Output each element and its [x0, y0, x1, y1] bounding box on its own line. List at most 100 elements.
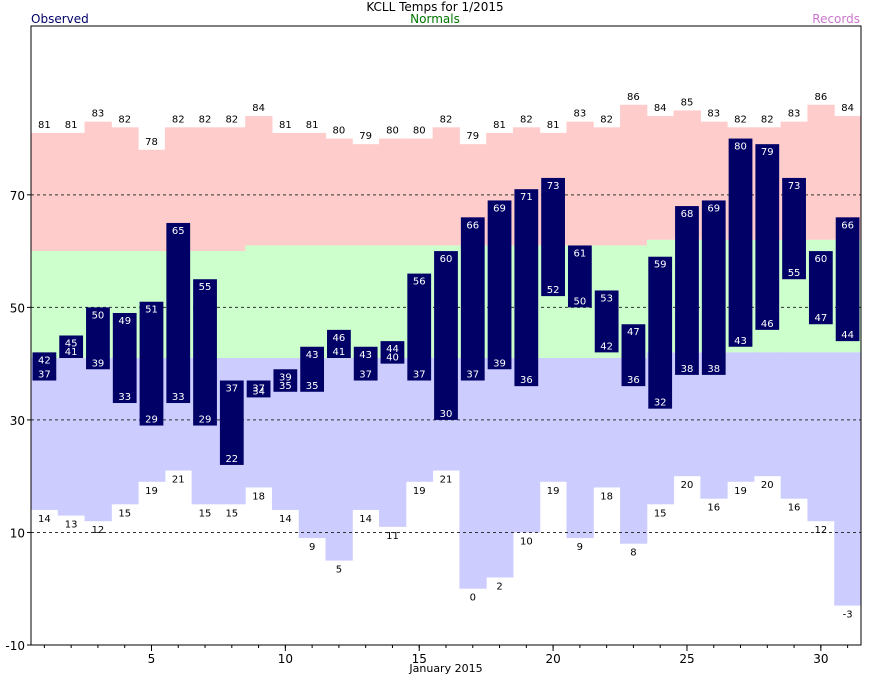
observed-low-label: 33	[172, 392, 185, 403]
y-tick-label: 10	[10, 526, 25, 540]
record-high-label: 82	[225, 114, 238, 125]
observed-bar	[32, 352, 57, 381]
record-low-label: 19	[547, 486, 560, 497]
observed-high-label: 43	[306, 350, 319, 361]
normal-band	[298, 245, 327, 359]
record-high-label: 82	[734, 114, 747, 125]
observed-low-label: 35	[306, 381, 319, 392]
observed-high-label: 73	[788, 181, 801, 192]
observed-high-label: 51	[145, 305, 158, 316]
observed-bar	[594, 290, 619, 353]
observed-low-label: 30	[440, 409, 453, 420]
observed-high-label: 47	[627, 327, 640, 338]
record-high-band	[298, 132, 327, 246]
y-tick-label: 30	[10, 414, 25, 428]
observed-low-label: 37	[466, 370, 479, 381]
record-high-label: 85	[681, 97, 694, 108]
record-high-label: 80	[386, 126, 399, 137]
record-high-band	[111, 127, 139, 252]
observed-bar	[808, 251, 833, 325]
observed-low-label: 38	[707, 364, 720, 375]
record-low-label: 15	[118, 508, 131, 519]
record-high-band	[432, 127, 460, 246]
record-low-label: 9	[309, 542, 315, 553]
record-high-band	[218, 127, 246, 252]
observed-high-label: 50	[92, 310, 105, 321]
record-high-band	[325, 138, 353, 246]
observed-bar	[300, 346, 325, 392]
record-low-label: 19	[413, 486, 426, 497]
observed-bar	[728, 138, 753, 347]
observed-low-label: 39	[493, 358, 506, 369]
record-low-band	[84, 358, 112, 522]
observed-high-label: 42	[38, 355, 51, 366]
record-low-label: 20	[761, 480, 774, 491]
observed-high-label: 80	[734, 142, 747, 153]
observed-bar	[621, 324, 646, 387]
record-high-band	[807, 104, 835, 240]
record-high-label: 82	[172, 114, 185, 125]
observed-high-label: 69	[707, 203, 720, 214]
record-low-band	[459, 358, 487, 589]
x-tick-label: 5	[148, 652, 156, 666]
x-tick-label: 20	[545, 652, 560, 666]
observed-high-label: 49	[118, 316, 131, 327]
observed-bar	[59, 335, 84, 359]
record-low-band	[57, 358, 86, 516]
record-low-band	[593, 358, 621, 488]
record-low-label: 15	[225, 508, 238, 519]
x-tick-label: 30	[813, 652, 828, 666]
record-high-label: 78	[145, 137, 158, 148]
record-low-label: 14	[38, 514, 51, 525]
observed-bar	[835, 217, 860, 342]
record-high-label: 79	[466, 131, 479, 142]
record-high-band	[566, 121, 594, 246]
record-low-band	[700, 352, 728, 499]
record-high-band	[271, 132, 300, 246]
record-high-label: 81	[547, 120, 560, 131]
observed-low-label: 52	[547, 285, 560, 296]
record-high-label: 82	[520, 114, 533, 125]
observed-high-label: 79	[761, 147, 774, 158]
record-low-label: 14	[279, 514, 292, 525]
observed-high-label: 66	[841, 220, 854, 231]
record-high-band	[379, 138, 407, 246]
record-low-label: 13	[65, 520, 78, 531]
record-low-label: 5	[336, 565, 342, 576]
record-high-band	[191, 127, 219, 252]
observed-low-label: 33	[118, 392, 131, 403]
chart-title: KCLL Temps for 1/2015	[366, 0, 504, 14]
record-low-label: -3	[843, 610, 853, 621]
observed-high-label: 37	[252, 384, 265, 395]
observed-bar	[460, 217, 485, 381]
observed-high-label: 56	[413, 277, 426, 288]
observed-high-label: 66	[466, 220, 479, 231]
record-high-label: 83	[92, 109, 105, 120]
record-low-band	[834, 352, 862, 606]
record-low-band	[245, 358, 273, 488]
observed-low-label: 29	[199, 415, 212, 426]
record-low-band	[379, 358, 407, 527]
legend-observed: Observed	[31, 12, 89, 26]
record-low-band	[512, 358, 541, 533]
observed-high-label: 69	[493, 203, 506, 214]
record-high-label: 86	[627, 92, 640, 103]
observed-high-label: 55	[199, 282, 212, 293]
record-low-band	[566, 358, 594, 539]
observed-low-label: 44	[841, 330, 854, 341]
observed-high-label: 44	[386, 344, 399, 355]
record-high-label: 83	[574, 109, 587, 120]
observed-bar	[567, 245, 592, 308]
record-low-label: 15	[199, 508, 212, 519]
record-high-band	[593, 127, 621, 246]
observed-high-label: 39	[279, 372, 292, 383]
observed-low-label: 37	[359, 370, 372, 381]
observed-high-label: 73	[547, 181, 560, 192]
observed-bar	[86, 307, 110, 370]
record-high-label: 80	[333, 126, 346, 137]
observed-bar	[327, 329, 351, 359]
record-high-label: 81	[493, 120, 506, 131]
observed-high-label: 45	[65, 339, 78, 350]
observed-bar	[166, 222, 191, 404]
observed-bar	[407, 273, 432, 381]
